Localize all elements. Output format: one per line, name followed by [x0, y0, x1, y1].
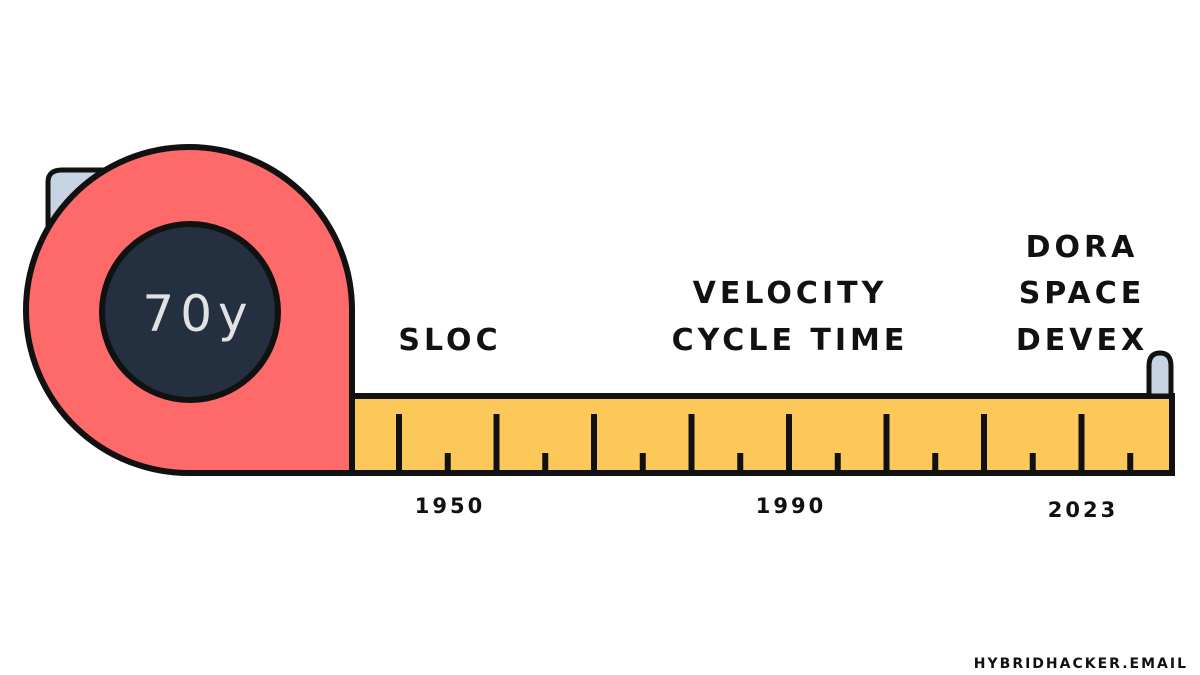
era-1950-metric-line-1: SLOC	[398, 323, 501, 358]
tape-blade	[347, 393, 1175, 476]
counter-dial	[99, 221, 281, 403]
counter-label: 70y	[142, 285, 253, 343]
tape-end-hook	[1146, 350, 1174, 399]
year-label-1950: 1950	[415, 494, 485, 518]
year-label-1990: 1990	[756, 494, 826, 518]
year-label-2023: 2023	[1048, 498, 1118, 522]
tape-tick-marks	[396, 414, 1134, 473]
era-1990-metric-line-1: VELOCITY	[693, 276, 888, 311]
era-1990-metric-line-2: CYCLE TIME	[672, 323, 909, 358]
credit-text: HYBRIDHACKER.EMAIL	[974, 656, 1188, 672]
era-2023-metric-line-2: SPACE	[1019, 276, 1146, 311]
era-2023-metric-line-3: DEVEX	[1016, 323, 1148, 358]
era-2023-metric-line-1: DORA	[1026, 230, 1139, 265]
